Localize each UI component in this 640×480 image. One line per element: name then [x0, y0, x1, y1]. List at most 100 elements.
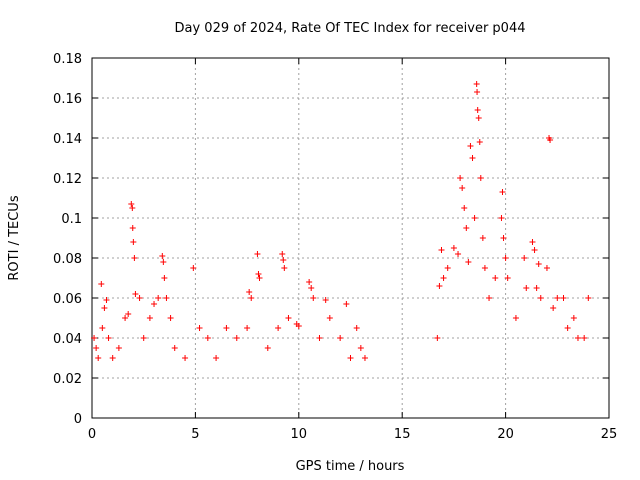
data-point	[455, 251, 462, 257]
data-point	[98, 281, 105, 287]
data-point	[499, 189, 506, 195]
data-point	[353, 325, 360, 331]
data-point	[246, 289, 253, 295]
data-point	[529, 239, 536, 245]
data-point	[502, 255, 509, 261]
data-point	[543, 265, 550, 271]
plot-frame	[91, 57, 610, 419]
data-point	[550, 305, 557, 311]
data-point	[223, 325, 230, 331]
data-point	[122, 315, 129, 321]
x-tick-label: 20	[497, 427, 514, 442]
x-tick-label: 5	[191, 427, 199, 442]
data-point	[560, 295, 567, 301]
data-point	[306, 279, 313, 285]
data-point	[440, 275, 447, 281]
data-point	[574, 335, 581, 341]
data-point	[357, 345, 364, 351]
data-point	[279, 251, 286, 257]
y-tick-label: 0.1	[61, 212, 82, 227]
data-point	[163, 295, 170, 301]
data-point	[585, 295, 592, 301]
data-point	[115, 345, 122, 351]
y-tick-label: 0.14	[53, 132, 82, 147]
data-point	[244, 325, 251, 331]
data-point	[457, 175, 464, 181]
data-point	[535, 261, 542, 267]
chart-title: Day 029 of 2024, Rate Of TEC Index for r…	[175, 21, 526, 36]
data-point	[450, 245, 457, 251]
x-tick-label: 25	[601, 427, 618, 442]
data-point	[136, 295, 143, 301]
data-point	[361, 355, 368, 361]
data-point	[109, 355, 116, 361]
data-point	[554, 295, 561, 301]
data-point	[343, 301, 350, 307]
data-point	[581, 335, 588, 341]
data-point	[473, 81, 480, 87]
data-point	[469, 155, 476, 161]
data-point	[444, 265, 451, 271]
data-point	[264, 345, 271, 351]
y-tick-label: 0.04	[53, 332, 82, 347]
data-point	[465, 259, 472, 265]
data-point	[161, 275, 168, 281]
data-points	[91, 81, 592, 361]
data-point	[281, 265, 288, 271]
data-point	[492, 275, 499, 281]
data-point	[459, 185, 466, 191]
data-point	[171, 345, 178, 351]
data-point	[438, 247, 445, 253]
data-point	[475, 115, 482, 121]
data-point	[125, 311, 132, 317]
data-point	[310, 295, 317, 301]
grid-lines	[92, 58, 609, 418]
data-point	[129, 225, 136, 231]
y-tick-label: 0.16	[53, 92, 82, 107]
data-point	[275, 325, 282, 331]
data-point	[248, 295, 255, 301]
data-point	[486, 295, 493, 301]
data-point	[523, 285, 530, 291]
data-point	[151, 301, 158, 307]
data-point	[500, 235, 507, 241]
data-point	[463, 225, 470, 231]
data-point	[547, 137, 554, 143]
data-point	[233, 335, 240, 341]
data-point	[146, 315, 153, 321]
data-point	[537, 295, 544, 301]
data-point	[498, 215, 505, 221]
data-point	[160, 259, 167, 265]
data-point	[326, 315, 333, 321]
data-point	[190, 265, 197, 271]
data-point	[476, 139, 483, 145]
data-point	[99, 325, 106, 331]
data-point	[93, 345, 100, 351]
data-point	[155, 295, 162, 301]
data-point	[95, 355, 102, 361]
data-point	[167, 315, 174, 321]
data-point	[461, 205, 468, 211]
data-point	[132, 291, 139, 297]
y-tick-label: 0.06	[53, 292, 82, 307]
data-point	[316, 335, 323, 341]
data-point	[434, 335, 441, 341]
x-axis-label: GPS time / hours	[296, 459, 405, 474]
y-axis-label: ROTI / TECUs	[7, 195, 22, 280]
y-tick-label: 0.18	[53, 52, 82, 67]
y-tick-label: 0	[74, 412, 82, 427]
data-point	[322, 297, 329, 303]
data-point	[204, 335, 211, 341]
data-point	[285, 315, 292, 321]
data-point	[521, 255, 528, 261]
y-tick-label: 0.12	[53, 172, 82, 187]
data-point	[213, 355, 220, 361]
data-point	[255, 271, 262, 277]
data-point	[474, 107, 481, 113]
data-point	[130, 239, 137, 245]
y-tick-label: 0.02	[53, 372, 82, 387]
data-point	[477, 175, 484, 181]
data-point	[481, 265, 488, 271]
data-point	[474, 89, 481, 95]
